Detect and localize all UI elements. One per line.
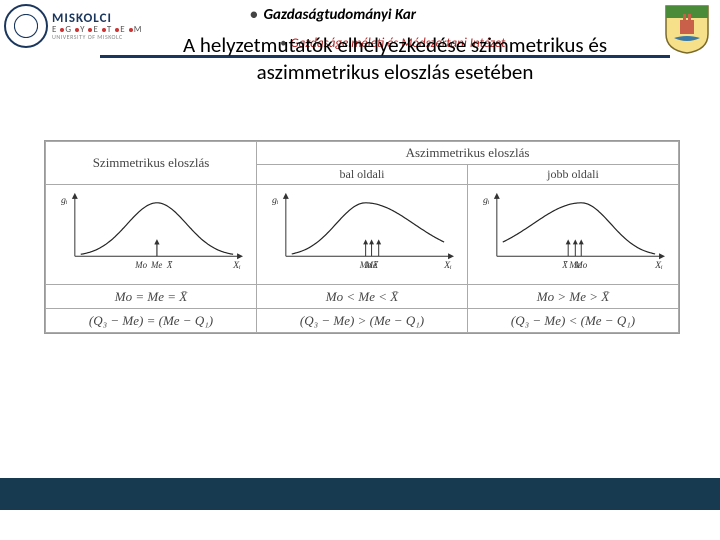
chart-symmetric: gᵢ Xᵢ MoMe X̄ bbox=[48, 187, 254, 278]
distribution-table: Szimmetrikus eloszlás Aszimmetrikus elos… bbox=[44, 140, 680, 334]
slide-title: A helyzetmutatók elhelyezkedése szimmetr… bbox=[110, 32, 680, 87]
title-line2: aszimmetrikus eloszlás esetében bbox=[257, 59, 534, 85]
footer-band bbox=[0, 478, 720, 510]
f2-right: (Q₃ − Me) < (Me − Q₁) bbox=[468, 309, 679, 333]
col2-sub-left: bal oldali bbox=[340, 167, 385, 181]
formula-row-2: (Q₃ − Me) = (Me − Q₁) (Q₃ − Me) > (Me − … bbox=[46, 309, 679, 333]
svg-text:gᵢ: gᵢ bbox=[483, 195, 490, 206]
university-seal-icon bbox=[4, 4, 48, 48]
svg-text:X̄: X̄ bbox=[166, 260, 173, 270]
formula-row-1: Mo = Me = X̄ Mo < Me < X̄ Mo > Me > X̄ bbox=[46, 285, 679, 309]
f1-left: Mo < Me < X̄ bbox=[257, 285, 468, 309]
f1-sym: Mo = Me = X̄ bbox=[46, 285, 257, 309]
table-header-row: Szimmetrikus eloszlás Aszimmetrikus elos… bbox=[46, 142, 679, 165]
chart-row: gᵢXᵢMoMeX̄ gᵢXᵢMoMeX̄ gᵢXᵢX̄MeMo bbox=[46, 185, 679, 285]
faculty-name: Gazdaságtudományi Kar bbox=[263, 6, 416, 24]
svg-text:X̄: X̄ bbox=[372, 260, 379, 270]
title-line1: A helyzetmutatók elhelyezkedése szimmetr… bbox=[183, 32, 607, 58]
chart-left-skew-cell: gᵢXᵢMoMeX̄ bbox=[257, 185, 468, 285]
svg-text:Xᵢ: Xᵢ bbox=[443, 260, 452, 271]
col1-header: Szimmetrikus eloszlás bbox=[93, 155, 210, 170]
svg-text:gᵢ: gᵢ bbox=[61, 195, 68, 206]
svg-text:Xᵢ: Xᵢ bbox=[654, 260, 663, 271]
svg-text:Xᵢ: Xᵢ bbox=[232, 260, 241, 271]
f2-left: (Q₃ − Me) > (Me − Q₁) bbox=[257, 309, 468, 333]
chart-right-skew: gᵢXᵢX̄MeMo bbox=[470, 187, 676, 278]
faculty-line: •Gazdaságtudományi Kar bbox=[250, 6, 660, 24]
chart-left-skew: gᵢXᵢMoMeX̄ bbox=[259, 187, 465, 278]
svg-text:Me: Me bbox=[150, 260, 162, 270]
col2-header: Aszimmetrikus eloszlás bbox=[406, 145, 530, 160]
chart-right-skew-cell: gᵢXᵢX̄MeMo bbox=[468, 185, 679, 285]
svg-text:X̄: X̄ bbox=[561, 260, 568, 270]
svg-text:Mo: Mo bbox=[134, 260, 147, 270]
col2-sub-right: jobb oldali bbox=[547, 167, 599, 181]
header-text-lines: •Gazdaságtudományi Kar bbox=[250, 6, 660, 24]
chart-symmetric-cell: gᵢ Xᵢ MoMe X̄ bbox=[46, 185, 257, 285]
svg-text:Mo: Mo bbox=[574, 260, 587, 270]
f2-sym: (Q₃ − Me) = (Me − Q₁) bbox=[46, 309, 257, 333]
svg-text:gᵢ: gᵢ bbox=[272, 195, 279, 206]
f1-right: Mo > Me > X̄ bbox=[468, 285, 679, 309]
slide: MISKOLCI EGYETEM UNIVERSITY OF MISKOLC •… bbox=[0, 0, 720, 540]
